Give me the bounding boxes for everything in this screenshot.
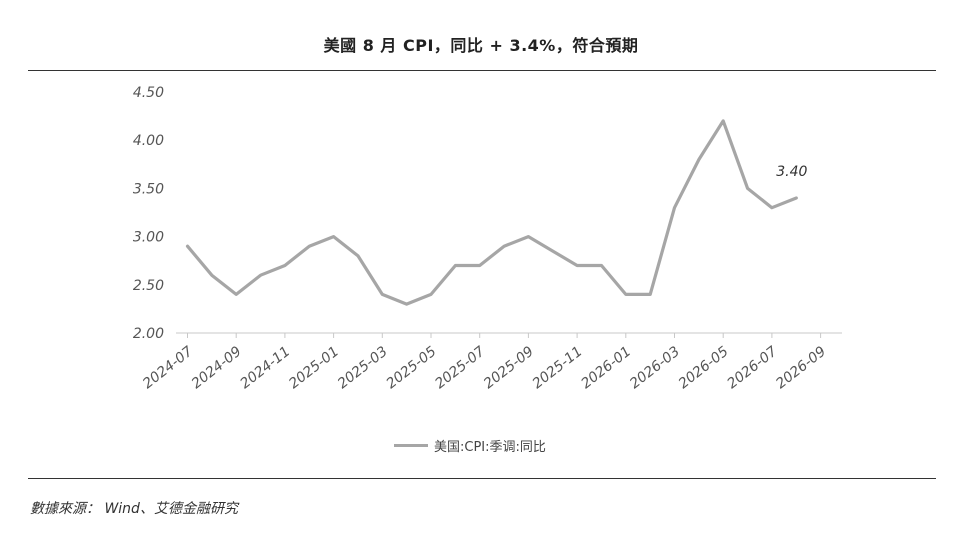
y-tick-label: 2.50	[133, 278, 164, 294]
x-tick-label: 2026-05	[676, 343, 732, 392]
x-tick-label: 2024-07	[140, 343, 196, 392]
y-tick-label: 4.50	[133, 85, 164, 101]
x-tick-label: 2026-01	[578, 344, 634, 393]
last-value-label: 3.40	[776, 164, 807, 180]
x-axis: 2024-072024-092024-112025-012025-032025-…	[140, 332, 842, 393]
x-tick-label: 2025-03	[335, 344, 391, 393]
cpi-series-line	[185, 119, 798, 306]
x-tick-label: 2025-05	[384, 343, 440, 392]
y-tick-label: 2.00	[133, 326, 164, 342]
source-note: 數據來源： Wind、艾德金融研究	[30, 501, 238, 517]
legend: 美国:CPI:季调:同比	[394, 436, 546, 455]
y-axis: 2.00 2.50 3.00 3.50 4.00 4.50	[133, 85, 164, 342]
bottom-divider	[28, 478, 936, 479]
x-tick-label: 2025-11	[530, 344, 586, 393]
x-tick-label: 2026-03	[627, 344, 683, 393]
x-tick-label: 2026-07	[724, 343, 780, 392]
legend-swatch	[394, 444, 428, 447]
x-tick-label: 2025-09	[481, 343, 537, 392]
x-tick-label: 2024-09	[189, 343, 245, 392]
y-tick-label: 4.00	[133, 133, 164, 149]
x-tick-label: 2025-07	[432, 343, 488, 392]
y-tick-label: 3.00	[133, 230, 164, 246]
legend-label: 美国:CPI:季调:同比	[434, 440, 546, 455]
x-tick-label: 2026-09	[773, 343, 829, 392]
chart-title: 美國 8 月 CPI，同比 + 3.4%，符合預期	[323, 36, 639, 55]
x-tick-label: 2024-11	[237, 344, 293, 393]
x-tick-label: 2025-01	[286, 344, 342, 393]
y-tick-label: 3.50	[133, 181, 164, 197]
top-divider	[28, 70, 936, 71]
